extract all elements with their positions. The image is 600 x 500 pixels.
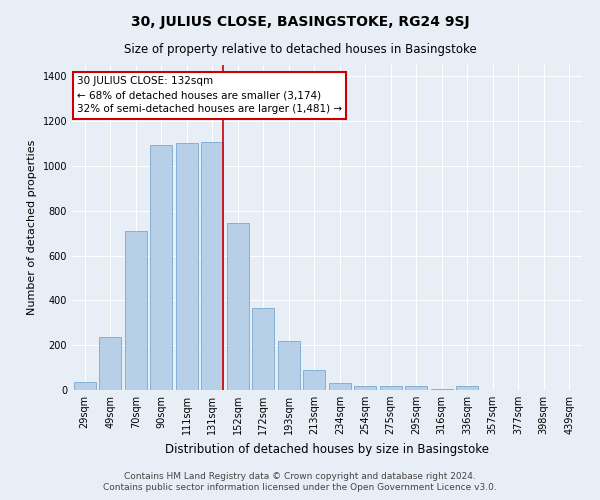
Bar bbox=[431, 389, 452, 390]
Bar bbox=[227, 223, 248, 390]
Bar bbox=[329, 383, 350, 390]
Bar bbox=[74, 382, 95, 390]
Text: Size of property relative to detached houses in Basingstoke: Size of property relative to detached ho… bbox=[124, 42, 476, 56]
Bar bbox=[380, 386, 401, 390]
Bar bbox=[253, 308, 274, 390]
Bar bbox=[406, 386, 427, 390]
Text: 30, JULIUS CLOSE, BASINGSTOKE, RG24 9SJ: 30, JULIUS CLOSE, BASINGSTOKE, RG24 9SJ bbox=[131, 15, 469, 29]
Bar bbox=[355, 386, 376, 390]
Bar bbox=[202, 142, 223, 390]
Bar bbox=[457, 386, 478, 390]
Y-axis label: Number of detached properties: Number of detached properties bbox=[27, 140, 37, 315]
Bar bbox=[100, 338, 121, 390]
Text: Contains HM Land Registry data © Crown copyright and database right 2024.: Contains HM Land Registry data © Crown c… bbox=[124, 472, 476, 481]
Text: Contains public sector information licensed under the Open Government Licence v3: Contains public sector information licen… bbox=[103, 484, 497, 492]
Bar bbox=[151, 144, 172, 390]
Text: 30 JULIUS CLOSE: 132sqm
← 68% of detached houses are smaller (3,174)
32% of semi: 30 JULIUS CLOSE: 132sqm ← 68% of detache… bbox=[77, 76, 342, 114]
X-axis label: Distribution of detached houses by size in Basingstoke: Distribution of detached houses by size … bbox=[165, 442, 489, 456]
Bar bbox=[125, 231, 146, 390]
Bar bbox=[278, 340, 299, 390]
Bar bbox=[304, 370, 325, 390]
Bar bbox=[176, 144, 197, 390]
